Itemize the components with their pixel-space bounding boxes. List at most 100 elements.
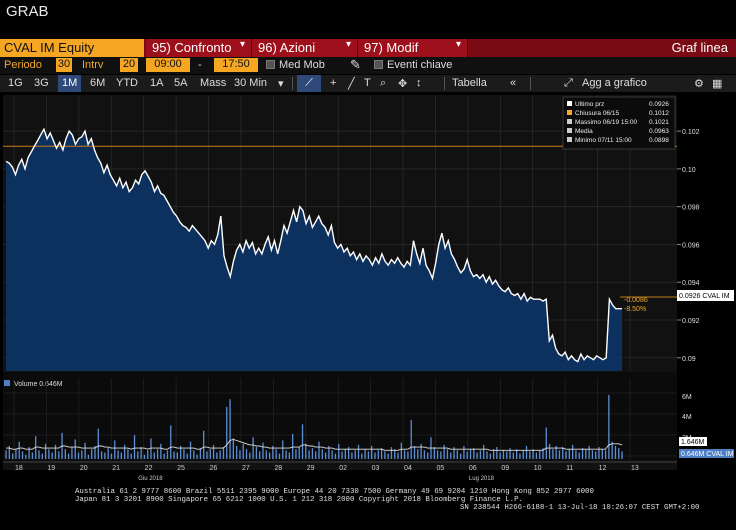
volume-tick-6m: 6M <box>682 394 692 401</box>
range-1m[interactable]: 1M <box>58 75 82 92</box>
price-line <box>5 127 622 363</box>
legend-box <box>562 96 676 150</box>
x-tick-label: 13 <box>631 465 639 472</box>
x-tick-label: 22 <box>145 465 153 472</box>
volume-bar <box>311 448 314 459</box>
x-tick-label: 11 <box>566 465 573 472</box>
zoom-icon[interactable]: ⌕ <box>380 77 387 89</box>
volume-bar <box>591 450 594 459</box>
line-chart-icon[interactable]: ⟋ <box>297 75 321 92</box>
volume-bar <box>183 449 185 459</box>
range-1a[interactable]: 1A <box>150 77 164 89</box>
volume-bar <box>469 449 472 459</box>
crosshair-icon[interactable]: + <box>330 77 337 89</box>
volume-bar <box>107 448 109 459</box>
chart-type-label[interactable]: Graf linea <box>671 40 728 55</box>
volume-bar <box>64 449 66 459</box>
tile-icon[interactable]: ▦ <box>712 78 723 90</box>
volume-bar <box>351 452 353 459</box>
confronto-menu[interactable]: 95) Confronto ▾ <box>146 39 252 57</box>
volume-bar <box>94 445 96 459</box>
volume-bar <box>91 449 93 459</box>
range-ytd[interactable]: YTD <box>116 77 138 89</box>
modif-menu-label: 97) Modif <box>364 40 419 55</box>
text-tool-icon[interactable]: T <box>364 77 371 89</box>
pencil-icon[interactable]: ✎ <box>350 57 361 72</box>
volume-bar <box>331 450 333 459</box>
period-input[interactable]: 30 <box>56 58 72 72</box>
toolbar-divider <box>444 77 445 90</box>
x-tick-label: 21 <box>112 465 120 472</box>
chevron-down-icon[interactable]: ▾ <box>278 78 284 90</box>
end-time-input[interactable]: 17:50 <box>214 58 258 72</box>
legend: Ultimo prz 0.0926 Chiusura 06/15 0.1012 Mass… <box>567 101 669 144</box>
range-5a[interactable]: 5A <box>174 77 188 89</box>
legend-value: 0.0963 <box>649 128 669 135</box>
range-6m[interactable]: 6M <box>90 77 106 89</box>
volume-bar <box>28 447 30 459</box>
modif-menu[interactable]: 97) Modif ▾ <box>358 39 468 57</box>
volume-bar <box>548 443 551 459</box>
volume-bar <box>104 452 106 459</box>
volume-bar <box>31 452 34 459</box>
volume-bar <box>315 451 317 459</box>
volume-bar <box>199 448 202 459</box>
legend-swatch <box>567 119 572 124</box>
price-chart[interactable]: 0.102 0.10 0.098 0.096 0.094 0.092 0.09 Ultimo… <box>0 93 736 530</box>
ticker-field[interactable]: CVAL IM Equity <box>0 39 144 57</box>
range-mass[interactable]: Mass <box>200 77 227 89</box>
draw-line-icon[interactable]: ╱ <box>348 78 355 90</box>
pan-icon[interactable]: ✥ <box>398 78 408 90</box>
volume-bar <box>453 447 455 459</box>
volume-bar <box>265 450 267 459</box>
volume-bar <box>51 452 53 459</box>
volume-bar <box>446 449 449 459</box>
range-3g[interactable]: 3G <box>34 77 49 89</box>
price-axis: 0.102 0.10 0.098 0.096 0.094 0.092 0.09 <box>677 129 700 363</box>
granularity-select[interactable]: 30 Min <box>234 77 268 89</box>
start-time-input[interactable]: 09:00 <box>146 58 190 72</box>
legend-label: Media <box>575 128 593 135</box>
x-tick-label: 26 <box>210 465 218 472</box>
menu-bar: CVAL IM Equity 95) Confronto ▾ 96) Azion… <box>0 39 736 57</box>
table-button[interactable]: Tabella <box>452 77 487 89</box>
volume-bar <box>219 450 221 459</box>
change-percent: -8.50% <box>624 306 646 313</box>
collapse-button[interactable]: « <box>510 77 517 89</box>
volume-bar <box>226 406 228 459</box>
volume-bar <box>502 450 505 459</box>
scale-icon[interactable]: ↕ <box>416 77 422 89</box>
volume-bar <box>397 452 399 459</box>
volume-bar <box>278 453 281 459</box>
volume-bar <box>189 441 192 459</box>
volume-bar <box>209 449 211 459</box>
period-label: Periodo <box>4 59 42 71</box>
interval-input[interactable]: 20 <box>120 58 138 72</box>
volume-bar <box>100 451 103 459</box>
x-tick-label: 20 <box>80 465 88 472</box>
settings-icon[interactable]: ⚙ <box>694 78 704 90</box>
x-tick-label: 10 <box>534 465 542 472</box>
last-price-tag: 0.0926 CVAL IM <box>679 293 730 300</box>
add-to-chart-button[interactable]: Agg a grafico <box>582 77 647 89</box>
volume-bar <box>282 440 284 459</box>
events-checkbox[interactable] <box>374 60 383 69</box>
volume-bar <box>588 445 590 459</box>
volume-bar <box>114 440 116 459</box>
azioni-menu[interactable]: 96) Azioni ▾ <box>252 39 358 57</box>
volume-bar <box>476 452 478 459</box>
toolbar-divider <box>530 77 531 90</box>
footer-line-2: Japan 81 3 3201 8900 Singapore 65 6212 1… <box>75 496 523 504</box>
range-1g[interactable]: 1G <box>8 77 23 89</box>
interval-label: Intrv <box>82 59 104 71</box>
volume-bar <box>117 450 119 459</box>
volume-bar <box>41 453 43 459</box>
volume-bar <box>242 443 244 459</box>
medmob-checkbox[interactable] <box>266 60 275 69</box>
dropdown-arrow-icon: ▾ <box>345 39 351 50</box>
volume-bar <box>380 448 383 459</box>
legend-swatch <box>567 137 572 142</box>
volume-bar <box>153 452 155 459</box>
volume-bar <box>525 445 528 459</box>
volume-bar <box>229 399 231 459</box>
